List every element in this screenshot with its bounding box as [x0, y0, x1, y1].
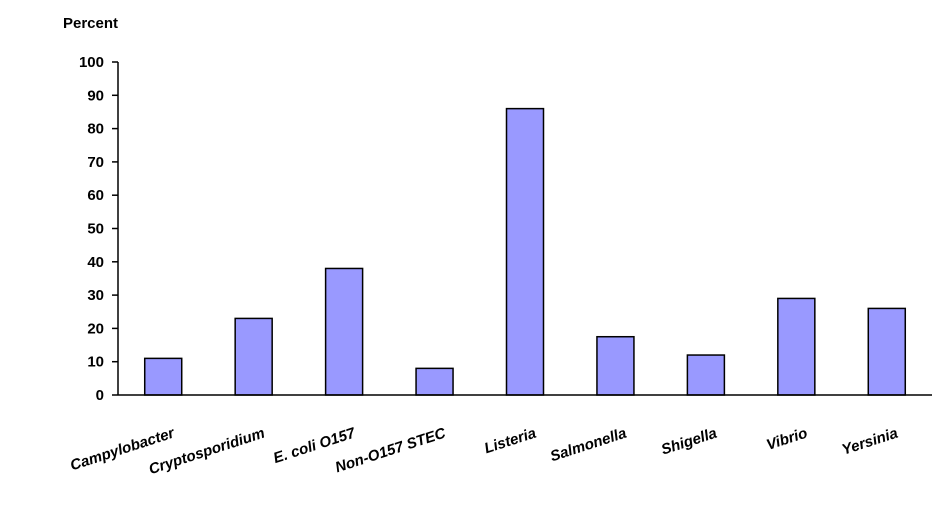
y-tick-label: 30	[87, 287, 104, 304]
y-tick-label: 0	[96, 387, 104, 404]
x-tick-label: Vibrio	[764, 425, 809, 454]
bar-vibrio	[777, 297, 816, 396]
y-tick-label: 100	[79, 54, 104, 71]
bar-salmonella	[596, 335, 635, 396]
bar-shigella	[686, 354, 726, 396]
bars	[143, 107, 907, 396]
bar-yersinia	[867, 307, 907, 396]
y-tick-label: 20	[87, 320, 104, 337]
x-tick-label: Salmonella	[548, 425, 629, 466]
y-tick-label: 90	[87, 87, 104, 104]
y-tick-label: 50	[87, 221, 104, 238]
y-ticks: 0 10 20 30 40 50 60 70 80 90 100	[79, 54, 118, 404]
x-tick-label: Yersinia	[840, 425, 900, 459]
bar-listeria	[505, 107, 545, 396]
bar-non-o157-stec	[415, 367, 454, 396]
bar-cryptosporidium	[234, 317, 273, 396]
y-tick-label: 10	[87, 354, 104, 371]
y-axis-label: Percent	[63, 15, 118, 32]
bar-campylobacter	[143, 357, 183, 396]
y-tick-label: 40	[87, 254, 104, 271]
bar-e-coli-o157	[324, 267, 364, 396]
y-tick-label: 60	[87, 187, 104, 204]
x-tick-label: Listeria	[482, 425, 538, 458]
x-tick-label: Shigella	[659, 425, 719, 459]
y-tick-label: 80	[87, 121, 104, 138]
y-tick-label: 70	[87, 154, 104, 171]
